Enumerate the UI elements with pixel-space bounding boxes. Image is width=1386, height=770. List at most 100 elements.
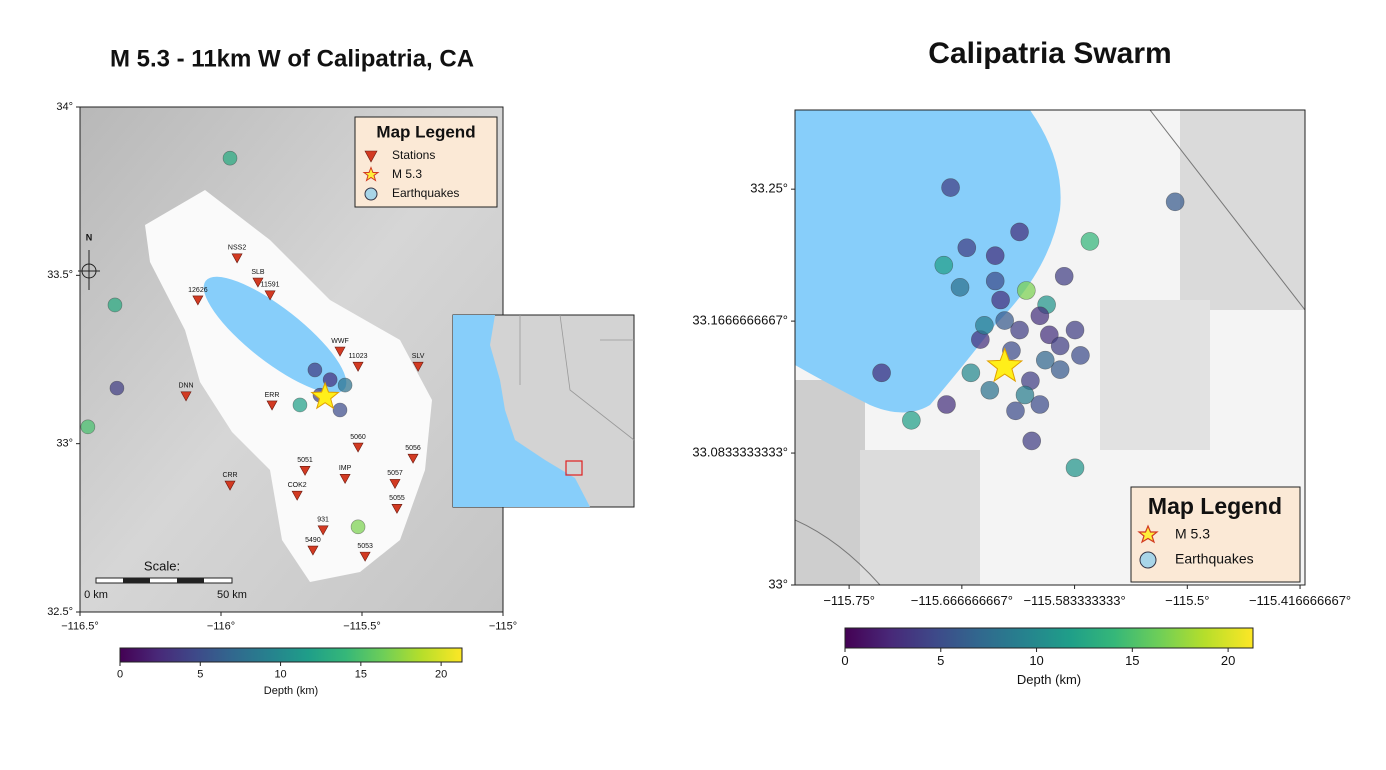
y-tick-label: 34° — [56, 101, 73, 113]
colorbar-tick-label: 10 — [274, 669, 286, 681]
earthquake — [902, 411, 921, 430]
station — [412, 361, 424, 372]
station-label: 5055 — [389, 495, 405, 502]
earthquake — [1017, 281, 1036, 300]
station-label: WWF — [331, 338, 349, 345]
station — [299, 465, 311, 476]
earthquake — [872, 363, 891, 383]
colorbar-label: Depth (km) — [264, 685, 318, 697]
x-tick-label: −115° — [489, 621, 517, 633]
earthquake — [107, 297, 123, 313]
mainshock — [310, 381, 340, 410]
earthquake — [109, 380, 125, 396]
earthquake — [1035, 350, 1055, 370]
x-tick-label: −116.5° — [61, 621, 99, 633]
y-tick-label: 33.25° — [750, 181, 788, 196]
station — [391, 504, 403, 514]
legend-label: Earthquakes — [392, 186, 459, 200]
legend-label: Stations — [392, 148, 435, 162]
y-tick-label: 33.0833333333° — [692, 444, 788, 459]
station — [180, 391, 192, 402]
earthquake — [1030, 395, 1050, 414]
earthquake — [985, 246, 1005, 265]
station-label: 931 — [317, 517, 329, 524]
station-label: COK2 — [288, 482, 307, 489]
colorbar-tick-label: 5 — [937, 653, 944, 668]
station — [339, 474, 351, 484]
legend-label: M 5.3 — [392, 167, 422, 181]
scale-label: 50 km — [217, 589, 247, 601]
earthquake — [950, 278, 970, 297]
colorbar-tick-label: 10 — [1029, 653, 1043, 668]
x-tick-label: −115.75° — [823, 593, 875, 608]
map-frame — [794, 109, 1306, 586]
station-label: CRR — [222, 472, 237, 479]
x-tick-label: −115.583333333° — [1023, 593, 1125, 608]
x-tick-label: −115.416666667° — [1249, 593, 1351, 608]
y-tick-label: 33° — [768, 576, 788, 591]
y-tick-label: 33.1666666667° — [692, 313, 788, 328]
colorbar-tick-label: 15 — [1125, 653, 1139, 668]
station — [359, 551, 371, 562]
earthquake — [1054, 266, 1074, 286]
station — [334, 346, 346, 357]
earthquake — [980, 380, 1000, 400]
colorbar-tick-label: 15 — [355, 669, 367, 681]
north-arrow: N — [78, 232, 100, 290]
earthquake — [934, 255, 954, 275]
y-tick-label: 32.5° — [47, 606, 73, 618]
colorbar-tick-label: 5 — [197, 669, 203, 681]
earthquake — [1065, 320, 1085, 340]
earthquake — [1022, 431, 1042, 451]
colorbar-tick-label: 0 — [117, 669, 123, 681]
x-tick-label: −115.666666667° — [911, 593, 1013, 608]
legend-label: Earthquakes — [1175, 551, 1254, 567]
station-label: SLV — [412, 353, 425, 360]
earthquake — [1050, 360, 1070, 379]
earthquake — [350, 519, 366, 535]
station — [231, 253, 243, 264]
map-title: Calipatria Swarm — [928, 37, 1171, 70]
station — [307, 545, 319, 556]
earthquake — [1030, 306, 1050, 326]
earthquake — [292, 397, 308, 413]
data-layer — [872, 178, 1185, 478]
station — [192, 295, 204, 306]
earthquake — [1071, 346, 1090, 365]
earthquake — [1065, 458, 1085, 478]
station — [352, 442, 364, 453]
earthquake — [1010, 320, 1029, 340]
station-label: 5051 — [297, 457, 313, 464]
earthquake — [1165, 192, 1185, 212]
legend: Map Legend Stations M 5.3 Earthquakes — [354, 116, 498, 208]
station — [389, 479, 401, 490]
station — [317, 525, 329, 536]
earthquake — [995, 311, 1014, 330]
colorbar — [844, 627, 1254, 649]
station — [252, 277, 264, 288]
colorbar — [119, 647, 463, 663]
earthquake — [975, 316, 994, 335]
station-label: SLB — [251, 269, 265, 276]
earthquake — [80, 419, 96, 435]
y-tick-label: 33° — [56, 438, 73, 450]
earthquake — [1050, 336, 1070, 356]
station-label: 5056 — [405, 445, 421, 452]
station-label: 11023 — [349, 353, 368, 360]
scale-bar: Scale: 0 km 50 km — [84, 558, 247, 600]
colorbar-tick-label: 20 — [435, 669, 447, 681]
earthquake — [961, 363, 981, 383]
station — [407, 453, 419, 464]
colorbar-tick-label: 20 — [1221, 653, 1235, 668]
station-label: 5060 — [350, 434, 366, 441]
earthquake — [985, 271, 1005, 291]
earthquake — [337, 377, 353, 393]
earthquake — [307, 362, 323, 378]
station — [291, 490, 303, 501]
x-tick-label: −115.5° — [1165, 593, 1209, 608]
colorbar-tick-label: 0 — [841, 653, 848, 668]
scale-title: Scale: — [144, 558, 180, 573]
earthquake — [1015, 385, 1035, 405]
station — [266, 400, 278, 411]
mainshock — [986, 347, 1024, 383]
